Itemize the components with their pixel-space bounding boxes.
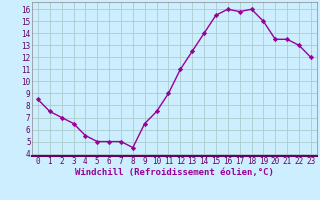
X-axis label: Windchill (Refroidissement éolien,°C): Windchill (Refroidissement éolien,°C) bbox=[75, 168, 274, 177]
